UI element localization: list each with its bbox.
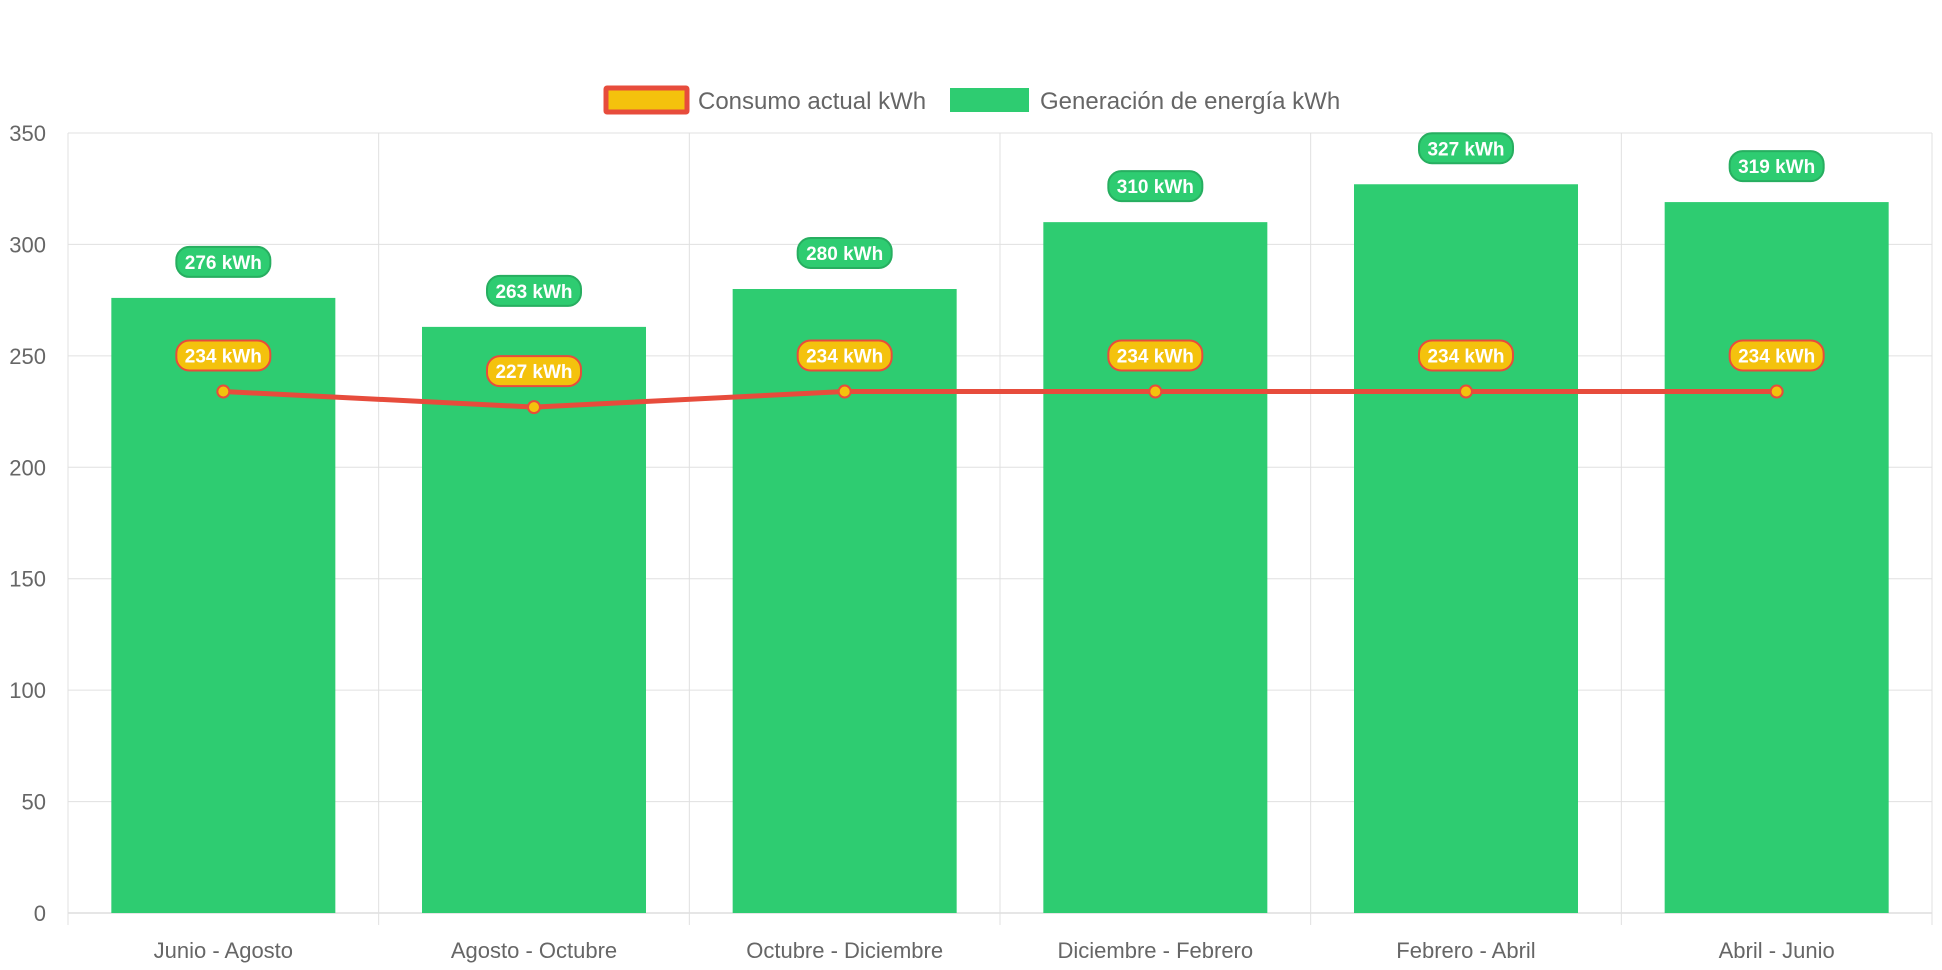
bar-data-label: 319 kWh bbox=[1738, 157, 1815, 178]
y-tick-label: 100 bbox=[9, 678, 46, 703]
y-tick-label: 150 bbox=[9, 567, 46, 592]
legend-label-consumo[interactable]: Consumo actual kWh bbox=[698, 88, 926, 115]
legend: Consumo actual kWh Generación de energía… bbox=[603, 85, 1340, 115]
bar bbox=[422, 326, 646, 913]
x-tick-label: Abril - Junio bbox=[1719, 938, 1835, 963]
bar-data-label-bg bbox=[1107, 170, 1204, 203]
line-layer bbox=[216, 384, 1784, 415]
bar bbox=[1664, 202, 1889, 914]
line-point bbox=[837, 384, 852, 399]
line-data-label: 234 kWh bbox=[1117, 347, 1194, 368]
y-tick-label: 350 bbox=[9, 121, 46, 146]
bar bbox=[1043, 222, 1268, 914]
line-data-label-bg bbox=[486, 355, 582, 388]
line-data-label: 234 kWh bbox=[185, 347, 262, 368]
legend-swatch-consumo[interactable] bbox=[603, 85, 690, 115]
line-data-label-bg bbox=[1107, 339, 1204, 372]
y-tick-label: 50 bbox=[22, 790, 46, 815]
bar-data-label-bg bbox=[486, 274, 582, 307]
consumo-line bbox=[223, 389, 1777, 410]
bar-data-label: 327 kWh bbox=[1427, 139, 1504, 160]
labels-layer: 276 kWh 263 kWh 280 kWh 310 kWh 327 kWh 319 k… bbox=[175, 132, 1825, 388]
bar-data-label-bg bbox=[1728, 150, 1825, 183]
line-data-label-bg bbox=[175, 339, 272, 372]
bar-data-label-bg bbox=[1418, 132, 1514, 165]
line-point bbox=[1459, 384, 1473, 399]
x-tick-label: Febrero - Abril bbox=[1396, 938, 1535, 963]
bar-data-label: 280 kWh bbox=[806, 244, 883, 265]
x-tick-label: Agosto - Octubre bbox=[451, 938, 617, 963]
x-tick-label: Octubre - Diciembre bbox=[746, 938, 943, 963]
line-point bbox=[1148, 384, 1163, 399]
line-data-label: 227 kWh bbox=[495, 362, 572, 383]
y-tick-label: 300 bbox=[9, 232, 46, 257]
line-data-label: 234 kWh bbox=[1738, 347, 1815, 368]
x-tick-label: Diciembre - Febrero bbox=[1058, 938, 1254, 963]
line-data-label-bg bbox=[796, 339, 893, 372]
y-tick-label: 200 bbox=[9, 455, 46, 480]
line-point bbox=[1769, 384, 1784, 399]
line-point bbox=[527, 400, 541, 415]
line-data-label-bg bbox=[1418, 339, 1514, 372]
y-tick-label: 250 bbox=[9, 344, 46, 369]
bar-data-label-bg bbox=[796, 237, 893, 269]
bars-layer bbox=[111, 184, 1889, 914]
y-tick-label: 0 bbox=[34, 901, 46, 926]
bar bbox=[111, 297, 336, 913]
legend-label-generacion[interactable]: Generación de energía kWh bbox=[1040, 88, 1340, 115]
legend-swatch-generacion[interactable] bbox=[950, 88, 1029, 112]
line-data-label: 234 kWh bbox=[1427, 347, 1504, 368]
line-point bbox=[216, 384, 231, 399]
bar-data-label-bg bbox=[175, 245, 272, 278]
line-data-label-bg bbox=[1728, 339, 1825, 372]
bar-data-label: 276 kWh bbox=[185, 253, 262, 274]
bar bbox=[1354, 184, 1578, 913]
line-data-label: 234 kWh bbox=[806, 347, 883, 368]
bar-data-label: 310 kWh bbox=[1117, 177, 1194, 198]
axis-layer: 0 50 100 150 200 250 300 350 Junio - Agosto Agost… bbox=[9, 121, 1834, 963]
bar bbox=[732, 289, 957, 913]
bar-data-label: 263 kWh bbox=[495, 282, 572, 303]
x-tick-label: Junio - Agosto bbox=[154, 938, 293, 963]
grid-layer bbox=[67, 132, 1933, 925]
